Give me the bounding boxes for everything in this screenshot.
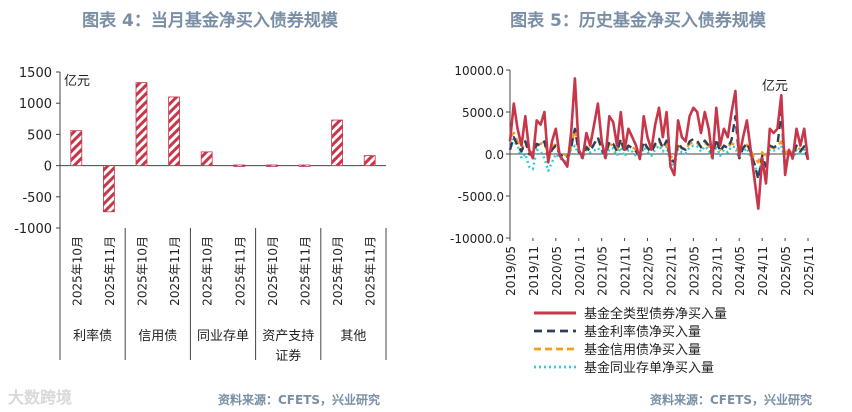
x-tick-label: 2025年10月 — [70, 236, 84, 306]
watermark-logo: 大数跨境 — [8, 388, 73, 407]
bar — [298, 164, 311, 167]
x-tick-label: 2020/11 — [573, 246, 587, 296]
left-chart-source: 资料来源：CFETS，兴业研究 — [218, 393, 381, 407]
x-tick-label: 2025/11 — [802, 246, 816, 296]
y-tick-label: 500 — [27, 128, 52, 143]
y-tick-label: 10000.0 — [454, 64, 504, 78]
bar — [135, 82, 148, 166]
unit-label: 亿元 — [762, 79, 788, 94]
left-chart-panel: 图表 4：当月基金净买入债券规模 1500 1000 500 0 -500 -1000 亿元… — [0, 0, 420, 412]
y-tick-label: -10000.0 — [450, 232, 504, 246]
x-tick-label: 2025年10月 — [266, 236, 280, 306]
x-tick-label: 2022/05 — [642, 246, 656, 296]
bar — [70, 130, 83, 167]
bar — [363, 155, 376, 166]
y-tick-label: 5000.0 — [462, 106, 504, 120]
x-tick-label: 2024/11 — [756, 246, 770, 296]
y-tick-label: -5000.0 — [458, 190, 504, 204]
group-label: 同业存单 — [197, 329, 249, 344]
y-tick-label: 1000 — [19, 97, 52, 112]
x-tick-label: 2019/11 — [527, 246, 541, 296]
x-tick-label: 2025年10月 — [201, 236, 215, 306]
bar — [265, 164, 278, 167]
x-tick-label: 2023/05 — [687, 246, 701, 296]
x-tick-label: 2025年11月 — [364, 236, 378, 306]
bar — [103, 165, 115, 213]
x-tick-label: 2025/05 — [779, 246, 793, 296]
x-tick-label: 2019/05 — [504, 246, 518, 296]
x-tick-label: 2021/11 — [619, 246, 633, 296]
bar — [233, 164, 246, 167]
legend-label: 基金信用债净买入量 — [584, 342, 701, 358]
y-tick-label: 1500 — [19, 66, 52, 81]
y-tick-label: -1000 — [14, 222, 52, 237]
y-tick-label: -500 — [22, 191, 52, 206]
right-chart-title: 图表 5：历史基金净买入债券规模 — [510, 11, 766, 31]
x-tick-label: 2021/05 — [596, 246, 610, 296]
x-tick-label: 2020/05 — [550, 246, 564, 296]
x-tick-label: 2025年11月 — [168, 236, 182, 306]
bar — [168, 96, 181, 166]
legend-label: 基金全类型债券净买入量 — [584, 306, 727, 322]
x-tick-label: 2025年10月 — [331, 236, 345, 306]
bar — [331, 119, 344, 166]
left-chart-title: 图表 4：当月基金净买入债券规模 — [82, 11, 338, 31]
unit-label: 亿元 — [64, 74, 90, 89]
left-bar-chart: 1500 1000 500 0 -500 -1000 亿元 2025年10月 2025年11月 2… — [14, 66, 387, 364]
x-tick-label: 2025年11月 — [299, 236, 313, 306]
right-chart-source: 资料来源：CFETS，兴业研究 — [650, 393, 813, 407]
legend-label: 基金同业存单净买入量 — [584, 360, 714, 376]
x-tick-label: 2025年11月 — [233, 236, 247, 306]
legend-label: 基金利率债净买入量 — [584, 324, 701, 340]
right-chart-panel: 图表 5：历史基金净买入债券规模 10000.0 5000.0 0.0 -5000.0… — [424, 0, 852, 412]
x-tick-label: 2022/11 — [664, 246, 678, 296]
series-line — [508, 77, 810, 210]
x-tick-label: 2025年11月 — [103, 236, 117, 306]
group-label: 信用债 — [138, 329, 177, 344]
x-tick-label: 2023/11 — [710, 246, 724, 296]
group-label: 其他 — [340, 329, 366, 344]
right-line-chart: 10000.0 5000.0 0.0 -5000.0 -10000.0 亿元 2019/05… — [450, 64, 816, 376]
bar — [200, 151, 213, 166]
group-label: 利率债 — [73, 328, 112, 344]
y-tick-label: 0.0 — [485, 148, 504, 162]
x-tick-label: 2025年10月 — [136, 236, 150, 306]
x-tick-label: 2024/05 — [733, 246, 747, 296]
group-label-line2: 证券 — [275, 348, 301, 364]
y-tick-label: 0 — [44, 160, 52, 175]
group-label: 资产支持 — [262, 329, 314, 344]
